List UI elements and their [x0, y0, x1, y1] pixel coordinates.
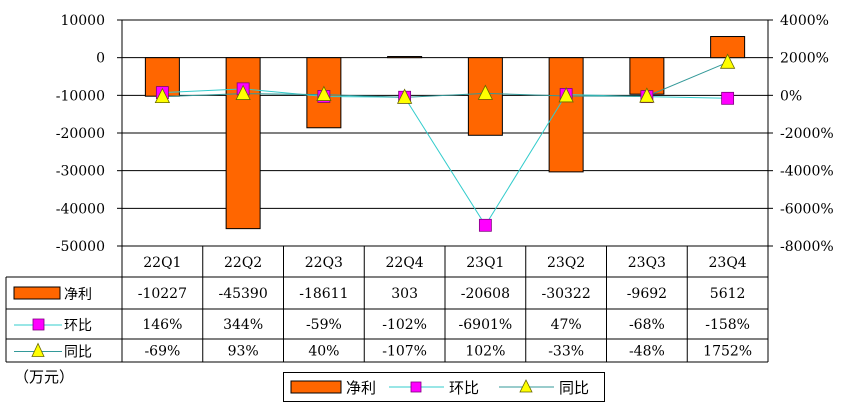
legend-label-qoq: 环比: [449, 379, 480, 397]
right-tick-label: 2000%: [780, 51, 829, 67]
right-y-axis: 4000% 2000% 0% -2000% -4000% -6000% -8000%: [768, 13, 834, 255]
marker-yoy-22Q4: [396, 88, 413, 104]
category-label: 22Q1: [143, 255, 181, 271]
table-cell: 344%: [223, 317, 263, 333]
gridlines: [121, 19, 769, 247]
legend-keys: [290, 379, 554, 394]
table-cell: -30322: [541, 286, 590, 302]
table-cell: 102%: [465, 344, 505, 360]
left-tick-label: -50000: [56, 239, 105, 255]
category-label: 22Q4: [386, 255, 424, 271]
right-tick-label: -6000%: [780, 201, 834, 217]
marker-qoq-23Q4: [721, 91, 735, 105]
legend-key-triangle: [519, 379, 533, 393]
row-header-label: 净利: [64, 287, 92, 303]
table-cell: -158%: [705, 317, 750, 333]
table-cell: 1752%: [703, 344, 752, 360]
category-label: 22Q3: [305, 255, 343, 271]
table-cell: -45390: [218, 286, 267, 302]
table-cell: 5612: [710, 286, 746, 302]
data-table: 22Q1 22Q2 22Q3 22Q4 23Q1 23Q2 23Q3 23Q4 净利 -10227…: [5, 245, 769, 363]
legend-label-net-profit: 净利: [346, 379, 377, 397]
ratio-lines: [154, 53, 736, 232]
left-tick-label: -10000: [56, 88, 105, 104]
left-y-axis: 10000 0 -10000 -20000 -30000 -40000 -50000: [56, 13, 122, 255]
legend-label-yoy: 同比: [559, 379, 590, 397]
table-cell: 93%: [228, 344, 259, 360]
unit-note: （万元）: [14, 368, 75, 386]
right-tick-label: -8000%: [780, 239, 834, 255]
row-key-bar: [13, 286, 61, 300]
table-cell: -18611: [299, 286, 348, 302]
table-cell: 303: [391, 286, 418, 302]
table-cell: 146%: [142, 317, 182, 333]
legend: 净利 环比 同比: [283, 372, 605, 402]
marker-yoy-23Q3: [639, 87, 655, 103]
right-tick-label: -4000%: [780, 164, 834, 180]
marker-qoq-23Q1: [478, 218, 492, 232]
category-label: 23Q3: [628, 255, 666, 271]
marker-yoy-22Q2: [235, 84, 251, 100]
left-tick-label: -30000: [56, 164, 105, 180]
table-cell: -102%: [382, 317, 427, 333]
net-profit-bars: [144, 36, 746, 230]
table-cell: -10227: [138, 286, 187, 302]
marker-yoy-23Q4: [719, 53, 736, 69]
table-cell: -20608: [461, 286, 510, 302]
table-cell: -107%: [382, 344, 427, 360]
right-tick-label: 0%: [780, 88, 802, 104]
left-tick-label: 0: [96, 51, 105, 67]
table-cell: -48%: [629, 344, 665, 360]
legend-key-bar: [290, 380, 342, 394]
row-key-square: [32, 318, 45, 331]
right-tick-label: -2000%: [780, 126, 834, 142]
right-tick-label: 4000%: [780, 13, 829, 29]
table-cell: -68%: [629, 317, 665, 333]
row-header-label: 环比: [64, 318, 92, 334]
marker-yoy-23Q1: [477, 84, 494, 100]
table-cell: 47%: [551, 317, 582, 333]
marker-yoy-23Q2: [558, 87, 574, 103]
bar-net-profit-23Q2: [548, 57, 584, 173]
left-tick-label: 10000: [60, 13, 105, 29]
category-label: 22Q2: [224, 255, 262, 271]
table-cell: -33%: [548, 344, 584, 360]
row-header-label: 同比: [64, 345, 92, 361]
marker-yoy-22Q1: [154, 87, 171, 104]
category-label: 23Q1: [466, 255, 504, 271]
legend-key-square: [410, 381, 422, 393]
left-tick-label: -20000: [56, 126, 105, 142]
table-cell: -59%: [306, 317, 342, 333]
category-label: 23Q4: [709, 255, 747, 271]
bar-net-profit-22Q4: [387, 56, 423, 59]
table-cell: 40%: [308, 344, 339, 360]
table-cell: -69%: [144, 344, 180, 360]
row-key-triangle: [31, 342, 45, 357]
left-tick-label: -40000: [56, 201, 105, 217]
category-label: 23Q2: [547, 255, 585, 271]
marker-yoy-22Q3: [316, 85, 332, 101]
table-cell: -9692: [627, 286, 667, 302]
table-cell: -6901%: [459, 317, 513, 333]
line-yoy: [162, 61, 728, 98]
